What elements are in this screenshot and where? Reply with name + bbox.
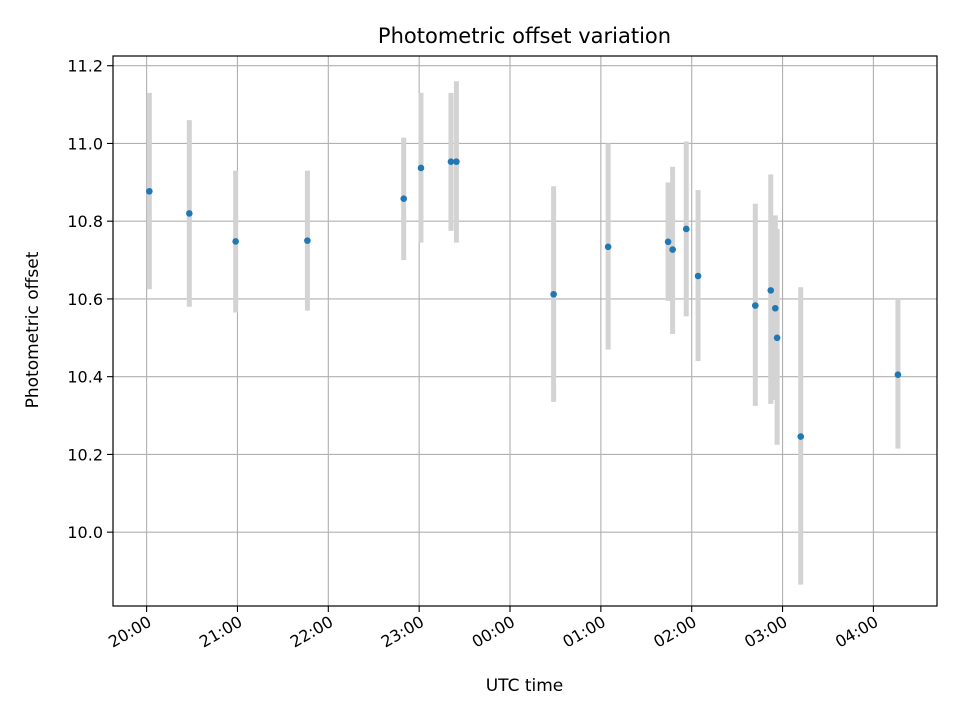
data-point	[694, 272, 702, 280]
data-point	[797, 433, 805, 440]
x-axis-label: UTC time	[486, 676, 564, 696]
data-point	[773, 334, 781, 342]
data-point	[146, 187, 153, 195]
y-tick-label: 10.8	[67, 212, 103, 231]
data-points	[146, 158, 902, 440]
y-axis-label: Photometric offset	[23, 251, 43, 408]
data-point	[453, 158, 460, 166]
data-point	[604, 243, 612, 251]
data-point	[767, 287, 775, 294]
y-tick-label: 11.2	[67, 57, 103, 76]
y-tick-label: 11.0	[67, 134, 103, 153]
y-axis-ticks: 10.0 10.2 10.4 10.6 10.8 11.0 11.2	[67, 57, 113, 542]
data-point	[232, 238, 239, 245]
data-point	[664, 238, 672, 246]
data-point	[400, 195, 408, 202]
data-point	[304, 237, 311, 244]
y-tick-label: 10.6	[67, 290, 103, 309]
data-point	[752, 302, 759, 309]
y-tick-label: 10.4	[67, 368, 103, 387]
data-point	[417, 164, 425, 172]
data-point	[894, 371, 902, 379]
data-point	[447, 158, 455, 166]
y-tick-label: 10.2	[67, 445, 103, 464]
plot-frame	[112, 55, 938, 607]
chart-title: Photometric offset variation	[378, 24, 671, 48]
data-point	[771, 304, 779, 312]
data-point	[669, 246, 676, 253]
data-point	[186, 210, 193, 217]
data-point	[550, 290, 557, 298]
data-point	[682, 225, 690, 233]
y-tick-label: 10.0	[67, 523, 103, 542]
